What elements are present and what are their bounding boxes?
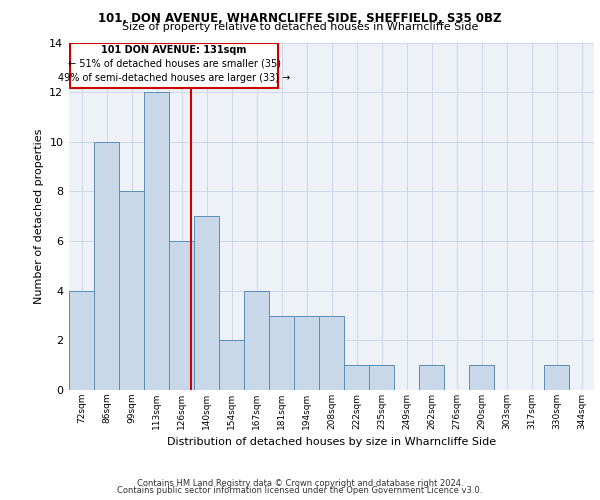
Text: Contains HM Land Registry data © Crown copyright and database right 2024.: Contains HM Land Registry data © Crown c… bbox=[137, 478, 463, 488]
Text: Contains public sector information licensed under the Open Government Licence v3: Contains public sector information licen… bbox=[118, 486, 482, 495]
Bar bbox=[419, 365, 443, 390]
Bar bbox=[169, 241, 194, 390]
Text: ← 51% of detached houses are smaller (35): ← 51% of detached houses are smaller (35… bbox=[67, 58, 281, 68]
Bar bbox=[295, 316, 319, 390]
FancyBboxPatch shape bbox=[70, 43, 278, 88]
Bar bbox=[70, 290, 94, 390]
Bar bbox=[119, 192, 143, 390]
Text: 101 DON AVENUE: 131sqm: 101 DON AVENUE: 131sqm bbox=[101, 45, 247, 55]
Bar bbox=[544, 365, 569, 390]
Bar bbox=[145, 92, 169, 390]
Text: Size of property relative to detached houses in Wharncliffe Side: Size of property relative to detached ho… bbox=[122, 22, 478, 32]
Text: 49% of semi-detached houses are larger (33) →: 49% of semi-detached houses are larger (… bbox=[58, 72, 290, 83]
Bar bbox=[319, 316, 344, 390]
Bar bbox=[244, 290, 269, 390]
Bar bbox=[94, 142, 119, 390]
Bar bbox=[269, 316, 293, 390]
Bar bbox=[344, 365, 368, 390]
Bar bbox=[194, 216, 218, 390]
Y-axis label: Number of detached properties: Number of detached properties bbox=[34, 128, 44, 304]
Bar bbox=[370, 365, 394, 390]
Text: 101, DON AVENUE, WHARNCLIFFE SIDE, SHEFFIELD, S35 0BZ: 101, DON AVENUE, WHARNCLIFFE SIDE, SHEFF… bbox=[98, 12, 502, 26]
X-axis label: Distribution of detached houses by size in Wharncliffe Side: Distribution of detached houses by size … bbox=[167, 438, 496, 448]
Bar bbox=[220, 340, 244, 390]
Bar bbox=[469, 365, 494, 390]
